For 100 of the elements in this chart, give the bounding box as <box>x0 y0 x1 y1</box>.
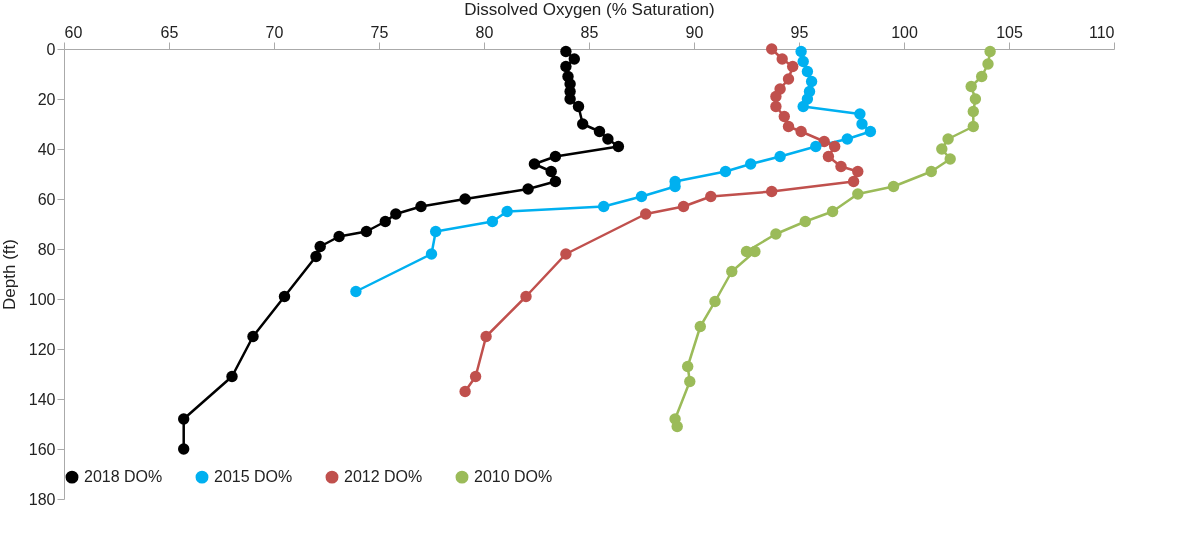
point <box>640 208 652 220</box>
legend-label: 2018 DO% <box>84 468 163 486</box>
point <box>501 205 513 218</box>
point <box>829 140 841 153</box>
point <box>459 385 471 398</box>
y-tick-label: 140 <box>28 390 56 408</box>
point <box>776 53 788 65</box>
point <box>568 53 580 65</box>
point <box>671 420 683 433</box>
x-tick-label: 60 <box>64 23 83 41</box>
point <box>528 158 541 170</box>
point <box>852 188 864 200</box>
point <box>310 250 322 263</box>
x-tick-label: 70 <box>265 23 284 41</box>
point <box>936 143 948 155</box>
point <box>967 105 979 118</box>
point <box>560 248 572 260</box>
point <box>799 215 811 228</box>
point <box>835 160 847 173</box>
point <box>545 165 557 178</box>
point <box>984 45 996 58</box>
point <box>694 320 706 333</box>
x-tick-label: 90 <box>685 23 704 41</box>
legend-label: 2010 DO% <box>474 468 553 486</box>
x-tick-label: 105 <box>996 23 1023 41</box>
y-tick-label: 60 <box>37 190 56 208</box>
point <box>770 228 782 240</box>
point <box>572 100 585 113</box>
point <box>226 370 238 383</box>
point <box>560 45 572 58</box>
point <box>847 175 860 188</box>
y-tick-label: 40 <box>37 140 56 158</box>
point <box>379 215 391 228</box>
y-axis-title: Depth (ft) <box>0 239 19 310</box>
point <box>864 125 877 138</box>
point <box>430 225 442 238</box>
point <box>887 180 900 193</box>
point <box>774 150 786 163</box>
y-tick-label: 80 <box>37 240 56 258</box>
x-tick-label: 95 <box>790 23 809 41</box>
point <box>677 200 690 213</box>
legend-label: 2015 DO% <box>214 468 293 486</box>
point <box>795 45 807 58</box>
point <box>726 265 738 278</box>
point <box>944 153 956 165</box>
point <box>598 200 610 213</box>
point <box>976 70 988 83</box>
point <box>486 215 499 228</box>
point <box>797 55 809 68</box>
point <box>787 60 799 73</box>
legend-label: 2012 DO% <box>344 468 423 486</box>
point <box>982 58 994 70</box>
x-axis-title: Dissolved Oxygen (% Saturation) <box>464 0 715 19</box>
point <box>841 133 853 145</box>
point <box>425 248 438 260</box>
point <box>350 285 362 298</box>
point <box>854 108 866 120</box>
point <box>682 360 694 373</box>
y-tick-label: 180 <box>28 490 56 508</box>
point <box>745 158 757 170</box>
x-tick-label: 85 <box>580 23 599 41</box>
point <box>278 290 291 303</box>
point <box>822 150 835 163</box>
point <box>684 375 696 388</box>
point <box>766 185 778 198</box>
point <box>826 205 839 218</box>
point <box>314 240 326 253</box>
point <box>805 75 818 88</box>
y-tick-label: 0 <box>46 40 56 58</box>
point <box>549 150 562 163</box>
point <box>178 413 190 425</box>
point <box>801 65 814 78</box>
point <box>856 118 868 130</box>
x-tick-label: 100 <box>891 23 918 41</box>
point <box>749 245 761 258</box>
x-tick-label: 65 <box>160 23 179 41</box>
y-tick-label: 100 <box>28 290 56 308</box>
point <box>612 140 625 153</box>
point <box>560 60 572 73</box>
point <box>360 225 373 238</box>
point <box>520 290 532 303</box>
point <box>247 330 259 343</box>
point <box>593 125 606 138</box>
point <box>925 165 937 178</box>
point <box>795 125 807 138</box>
point <box>709 295 721 308</box>
point <box>577 118 589 130</box>
point <box>782 120 795 133</box>
x-tick-label: 80 <box>475 23 494 41</box>
point <box>635 190 648 203</box>
point <box>480 330 492 343</box>
point <box>522 183 534 195</box>
point <box>390 208 402 220</box>
point <box>549 175 562 188</box>
point <box>602 133 614 145</box>
x-tick-label: 110 <box>1088 23 1115 41</box>
point <box>942 133 954 145</box>
point <box>810 140 822 153</box>
point <box>965 80 977 93</box>
point <box>459 193 471 205</box>
